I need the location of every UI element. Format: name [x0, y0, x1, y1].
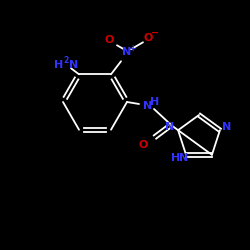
Text: N: N: [180, 153, 189, 163]
Text: O: O: [143, 33, 153, 43]
Text: N: N: [70, 60, 78, 70]
Text: +: +: [129, 44, 135, 53]
Text: H: H: [150, 97, 160, 107]
Text: O: O: [138, 140, 148, 150]
Text: N: N: [144, 101, 152, 111]
Text: N: N: [122, 47, 132, 57]
Text: 2: 2: [64, 56, 68, 65]
Text: H: H: [172, 153, 181, 163]
Text: H: H: [54, 60, 64, 70]
Text: N: N: [166, 122, 175, 132]
Text: N: N: [222, 122, 232, 132]
Text: O: O: [104, 35, 114, 45]
Text: −: −: [151, 28, 159, 38]
